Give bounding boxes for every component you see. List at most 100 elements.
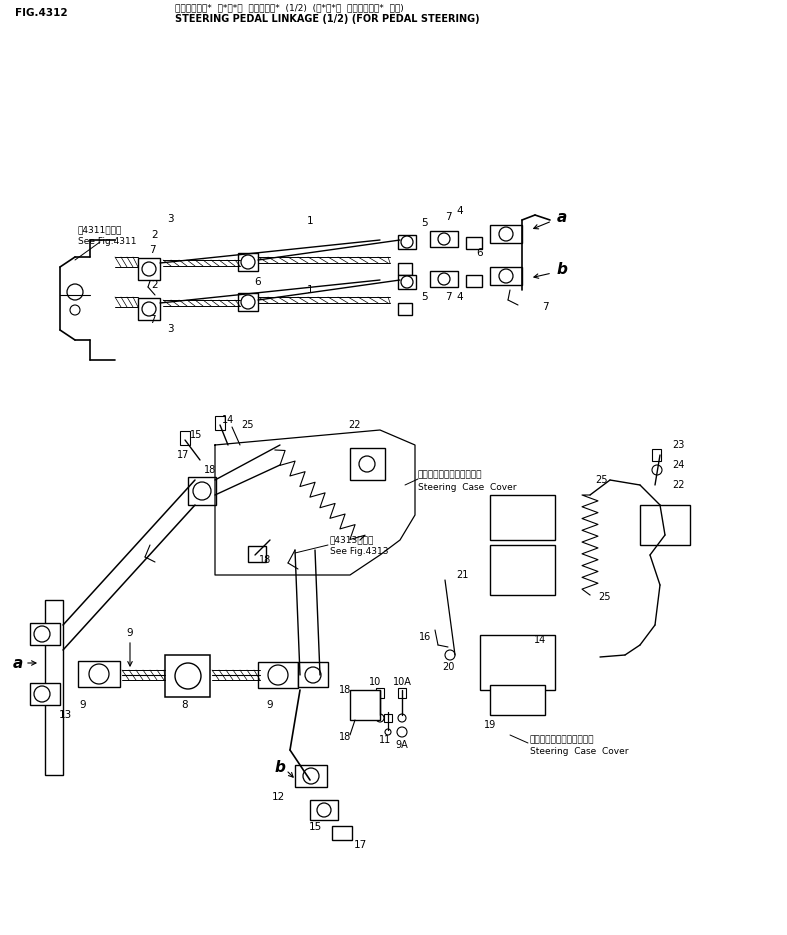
Text: 3: 3: [167, 214, 173, 224]
Text: 18: 18: [339, 732, 351, 742]
Circle shape: [401, 276, 413, 288]
Bar: [295, 765, 327, 787]
Bar: [350, 690, 380, 720]
Text: 15: 15: [309, 822, 322, 832]
Bar: [466, 237, 482, 249]
Text: 6: 6: [255, 277, 261, 287]
Text: ステアリングケースカバー: ステアリングケースカバー: [530, 736, 594, 744]
Bar: [238, 253, 258, 271]
Circle shape: [385, 729, 391, 735]
Bar: [490, 267, 522, 285]
Text: 14: 14: [534, 635, 546, 645]
Text: 22: 22: [349, 420, 361, 430]
Text: 1: 1: [307, 216, 313, 226]
Circle shape: [67, 284, 83, 300]
Circle shape: [398, 714, 406, 722]
Bar: [652, 449, 661, 461]
Text: Steering  Case  Cover: Steering Case Cover: [418, 482, 516, 492]
Text: 12: 12: [272, 792, 285, 802]
Circle shape: [305, 667, 321, 683]
Circle shape: [359, 456, 375, 472]
Bar: [30, 623, 60, 645]
Circle shape: [89, 664, 109, 684]
Circle shape: [303, 768, 319, 784]
Text: ステアリングケースカバー: ステアリングケースカバー: [418, 470, 482, 480]
Text: 1: 1: [307, 285, 313, 295]
Text: 14: 14: [222, 415, 234, 425]
Bar: [398, 263, 412, 275]
Circle shape: [652, 465, 662, 475]
Text: 9: 9: [267, 700, 273, 710]
Text: 3: 3: [167, 324, 173, 334]
Text: 25: 25: [599, 592, 611, 602]
Text: 20: 20: [442, 662, 454, 672]
Bar: [138, 258, 160, 280]
Circle shape: [175, 663, 201, 689]
Text: 11: 11: [379, 735, 391, 745]
Bar: [398, 688, 406, 698]
Bar: [398, 275, 416, 289]
Bar: [298, 662, 328, 687]
Text: 16: 16: [419, 632, 431, 642]
Bar: [640, 505, 690, 545]
Bar: [376, 688, 384, 698]
Bar: [398, 235, 416, 249]
Text: 25: 25: [242, 420, 254, 430]
Text: Steering  Case  Cover: Steering Case Cover: [530, 747, 629, 756]
Text: b: b: [556, 262, 567, 277]
Text: 9A: 9A: [396, 740, 408, 750]
Circle shape: [401, 236, 413, 248]
Text: 25: 25: [596, 475, 608, 485]
Text: b: b: [275, 759, 286, 774]
Text: 7: 7: [541, 302, 549, 312]
Bar: [490, 495, 555, 540]
Circle shape: [499, 227, 513, 241]
Bar: [384, 714, 392, 722]
Bar: [332, 826, 352, 840]
Text: See Fig.4311: See Fig.4311: [78, 237, 136, 246]
Circle shape: [241, 295, 255, 309]
Bar: [430, 231, 458, 247]
Bar: [490, 545, 555, 595]
Circle shape: [268, 665, 288, 685]
Circle shape: [317, 803, 331, 817]
Polygon shape: [215, 430, 415, 575]
Circle shape: [397, 727, 407, 737]
Text: 7: 7: [445, 212, 451, 222]
Text: 18: 18: [259, 555, 272, 565]
Circle shape: [142, 302, 156, 316]
Text: 10A: 10A: [393, 677, 412, 687]
Circle shape: [438, 233, 450, 245]
Text: 5: 5: [422, 218, 428, 228]
Text: 23: 23: [672, 440, 685, 450]
Text: STEERING PEDAL LINKAGE (1/2) (FOR PEDAL STEERING): STEERING PEDAL LINKAGE (1/2) (FOR PEDAL …: [175, 14, 479, 24]
Text: 9: 9: [79, 700, 87, 710]
Text: 7: 7: [149, 315, 155, 325]
Bar: [466, 275, 482, 287]
Circle shape: [193, 482, 211, 500]
Circle shape: [499, 269, 513, 283]
Text: 10: 10: [369, 677, 381, 687]
Text: 4: 4: [456, 206, 464, 216]
Circle shape: [142, 262, 156, 276]
Text: 第4311図参照: 第4311図参照: [78, 225, 122, 235]
Text: 21: 21: [456, 570, 468, 580]
Text: 24: 24: [672, 460, 685, 470]
Bar: [30, 683, 60, 705]
Text: 15: 15: [190, 430, 202, 440]
Text: 7: 7: [445, 292, 451, 302]
Text: 17: 17: [177, 450, 189, 460]
Circle shape: [34, 626, 50, 642]
Bar: [188, 477, 216, 505]
Text: 22: 22: [672, 480, 685, 490]
Text: 8: 8: [182, 700, 188, 710]
Text: 第4313図参照: 第4313図参照: [330, 536, 375, 544]
Bar: [258, 662, 298, 688]
Circle shape: [438, 273, 450, 285]
Text: 7: 7: [149, 245, 155, 255]
Text: a: a: [13, 655, 23, 670]
Bar: [238, 293, 258, 311]
Bar: [78, 661, 120, 687]
Bar: [398, 303, 412, 315]
Text: ステアリング*  ペ*ダ*ル  リンケージ*  (1/2)  (ペ*ダ*ル  ステアリング*  ヨウ): ステアリング* ペ*ダ*ル リンケージ* (1/2) (ペ*ダ*ル ステアリング…: [175, 4, 404, 12]
